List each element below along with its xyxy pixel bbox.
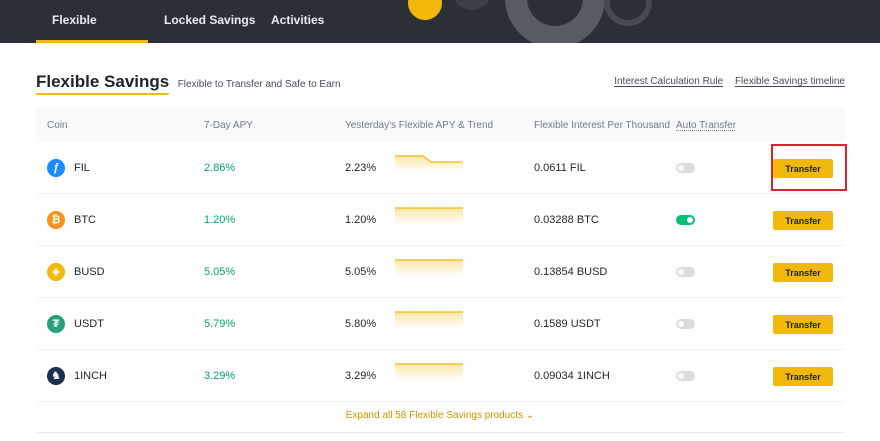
transfer-button[interactable]: Transfer	[773, 159, 833, 178]
chevron-down-icon: ⌄	[525, 410, 535, 421]
header-auto-transfer[interactable]: Auto Transfer	[676, 120, 737, 131]
apy-trend-sparkline	[395, 155, 463, 173]
tab-locked-savings[interactable]: Locked Savings	[164, 13, 256, 27]
apy-trend-sparkline	[395, 207, 463, 225]
auto-transfer-toggle[interactable]	[676, 319, 695, 329]
interest-per-thousand: 0.09034 1INCH	[534, 370, 610, 382]
section-header: Flexible Savings Flexible to Transfer an…	[36, 72, 341, 95]
coin-name: USDT	[74, 318, 104, 330]
coin-name: FIL	[74, 162, 90, 174]
table-row: ♞ 1INCH 3.29% 3.29% 0.09034 1INCH Transf…	[36, 350, 845, 402]
interest-calculation-rule-link[interactable]: Interest Calculation Rule	[614, 76, 724, 87]
header-7day-apy: 7-Day APY	[204, 120, 253, 131]
flexible-savings-timeline-link[interactable]: Flexible Savings timeline	[734, 76, 845, 87]
yesterday-apy: 1.20%	[345, 214, 377, 226]
decorative-coin-graphic	[408, 0, 442, 20]
yesterday-apy: 3.29%	[345, 370, 377, 382]
interest-per-thousand: 0.13854 BUSD	[534, 266, 608, 278]
table-row: ₿ BTC 1.20% 1.20% 0.03288 BTC Transfer	[36, 194, 845, 246]
yesterday-apy: 2.23%	[345, 162, 377, 174]
seven-day-apy: 3.29%	[204, 370, 236, 382]
yesterday-apy: 5.80%	[345, 318, 377, 330]
apy-trend-sparkline	[395, 363, 463, 381]
1inch-icon: ♞	[47, 367, 65, 385]
interest-per-thousand: 0.03288 BTC	[534, 214, 599, 226]
coin-name: BTC	[74, 214, 96, 226]
yesterday-apy: 5.05%	[345, 266, 377, 278]
page-title: Flexible Savings	[36, 72, 170, 95]
highlight-box	[771, 144, 847, 191]
decorative-ring-graphic	[452, 0, 492, 10]
decorative-large-ring-graphic	[505, 0, 605, 43]
busd-icon: ◈	[47, 263, 65, 281]
auto-transfer-toggle[interactable]	[676, 371, 695, 381]
seven-day-apy: 5.79%	[204, 318, 236, 330]
interest-per-thousand: 0.1589 USDT	[534, 318, 601, 330]
top-nav-bar: Flexible Savings Locked Savings Activiti…	[0, 0, 880, 43]
apy-trend-sparkline	[395, 311, 463, 329]
auto-transfer-toggle[interactable]	[676, 215, 695, 225]
expand-label: Expand all 58 Flexible Savings products	[345, 410, 524, 421]
page-subtitle: Flexible to Transfer and Safe to Earn	[177, 79, 341, 90]
usdt-icon: ₮	[47, 315, 65, 333]
header-coin: Coin	[47, 120, 68, 131]
header-links: Interest Calculation Rule Flexible Savin…	[605, 76, 845, 87]
divider	[36, 432, 845, 433]
auto-transfer-toggle[interactable]	[676, 163, 695, 173]
table-row: ₮ USDT 5.79% 5.80% 0.1589 USDT Transfer	[36, 298, 845, 350]
seven-day-apy: 1.20%	[204, 214, 236, 226]
seven-day-apy: 5.05%	[204, 266, 236, 278]
table-row: ƒ FIL 2.86% 2.23% 0.0611 FIL Transfer	[36, 142, 845, 194]
seven-day-apy: 2.86%	[204, 162, 236, 174]
fil-icon: ƒ	[47, 159, 65, 177]
tab-activities[interactable]: Activities	[271, 13, 325, 27]
table-header: Coin 7-Day APY Yesterday's Flexible APY …	[36, 108, 845, 142]
header-yesterday-apy-trend: Yesterday's Flexible APY & Trend	[345, 120, 494, 131]
interest-per-thousand: 0.0611 FIL	[534, 162, 586, 174]
table-row: ◈ BUSD 5.05% 5.05% 0.13854 BUSD Transfer	[36, 246, 845, 298]
expand-products-link[interactable]: Expand all 58 Flexible Savings products …	[0, 410, 880, 421]
coin-name: BUSD	[74, 266, 105, 278]
tab-flexible-savings[interactable]: Flexible Savings	[36, 0, 148, 43]
decorative-small-ring-graphic	[604, 0, 652, 26]
transfer-button[interactable]: Transfer	[773, 315, 833, 334]
header-interest-per-thousand: Flexible Interest Per Thousand	[534, 120, 671, 131]
apy-trend-sparkline	[395, 259, 463, 277]
coin-name: 1INCH	[74, 370, 108, 382]
auto-transfer-toggle[interactable]	[676, 267, 695, 277]
savings-table: Coin 7-Day APY Yesterday's Flexible APY …	[36, 108, 845, 402]
transfer-button[interactable]: Transfer	[773, 263, 833, 282]
transfer-button[interactable]: Transfer	[773, 211, 833, 230]
transfer-button[interactable]: Transfer	[773, 367, 833, 386]
btc-icon: ₿	[47, 211, 65, 229]
